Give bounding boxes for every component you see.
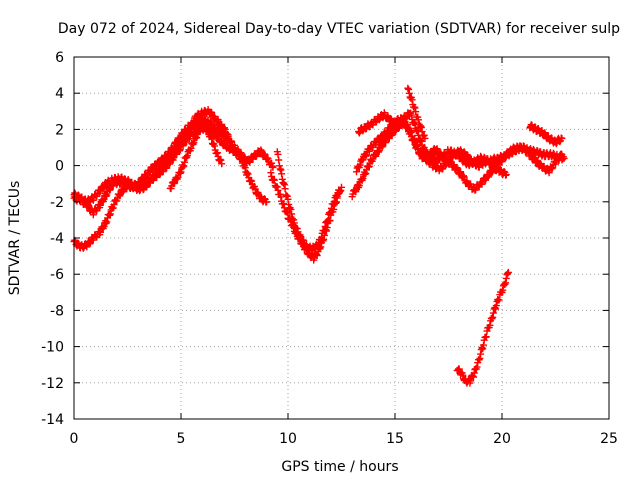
x-tick-label: 5 — [177, 431, 186, 447]
y-axis-ticks: -14 -12 -10 -8 -6 -4 -2 0 2 4 6 — [41, 50, 609, 428]
series-track-f — [267, 169, 343, 264]
series-track-i — [355, 109, 510, 179]
data-point-markers — [453, 268, 512, 387]
series-track-j — [404, 84, 429, 142]
y-tick-label: -6 — [50, 267, 64, 283]
y-tick-label: -10 — [41, 340, 64, 356]
grid — [74, 57, 609, 419]
x-axis-ticks: 0 5 10 15 20 25 — [70, 57, 618, 447]
x-tick-label: 15 — [386, 431, 404, 447]
y-tick-label: -14 — [41, 412, 64, 428]
y-tick-label: 2 — [55, 122, 64, 138]
y-tick-label: -2 — [50, 195, 64, 211]
data-point-markers — [404, 84, 429, 142]
series-track-d — [166, 122, 226, 193]
data-point-markers — [526, 121, 566, 148]
x-tick-label: 10 — [279, 431, 297, 447]
y-axis-label: SDTVAR / TECUs — [7, 181, 23, 296]
x-tick-label: 20 — [493, 431, 511, 447]
chart-title: Day 072 of 2024, Sidereal Day-to-day VTE… — [58, 21, 620, 37]
series-track-k — [526, 121, 566, 148]
y-tick-label: 0 — [55, 159, 64, 175]
data-point-markers — [166, 122, 226, 193]
x-tick-label: 25 — [600, 431, 618, 447]
y-tick-label: -12 — [41, 376, 64, 392]
data-point-markers — [355, 109, 510, 179]
y-tick-label: 4 — [55, 86, 64, 102]
x-tick-label: 0 — [70, 431, 79, 447]
data-points — [70, 84, 568, 387]
y-tick-label: -8 — [50, 303, 64, 319]
y-tick-label: 6 — [55, 50, 64, 66]
x-axis-label: GPS time / hours — [281, 459, 398, 475]
series-track-l — [453, 268, 512, 387]
y-tick-label: -4 — [50, 231, 64, 247]
data-point-markers — [267, 169, 343, 264]
